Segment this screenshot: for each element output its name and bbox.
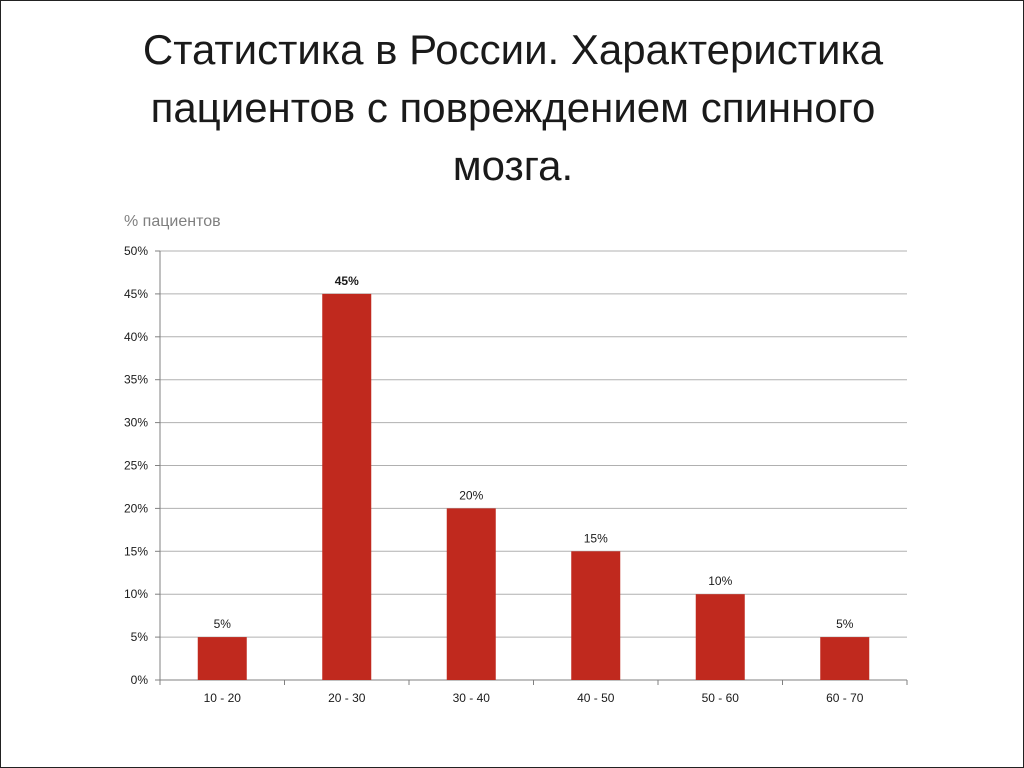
y-tick-label: 20%	[124, 501, 148, 515]
x-tick-label: 20 - 30	[328, 691, 366, 705]
data-label: 20%	[459, 488, 483, 502]
title-line-3: мозга.	[452, 142, 574, 189]
bar	[446, 508, 496, 680]
x-tick-label: 60 - 70	[826, 691, 864, 705]
y-axis-label: % пациентов	[124, 213, 221, 230]
x-tick-label: 40 - 50	[577, 691, 615, 705]
bar	[571, 551, 621, 680]
x-tick-label: 30 - 40	[453, 691, 491, 705]
x-tick-label: 50 - 60	[702, 691, 740, 705]
bar	[322, 293, 372, 680]
y-tick-label: 15%	[124, 544, 148, 558]
title-line-1: Статистика в России. Характеристика	[142, 26, 884, 73]
y-tick-label: 50%	[124, 244, 148, 258]
y-tick-label: 5%	[131, 630, 149, 644]
y-tick-label: 30%	[124, 416, 148, 430]
y-tick-label: 10%	[124, 587, 148, 601]
y-tick-label: 25%	[124, 459, 148, 473]
slide-title: Статистика в России. Характеристика паци…	[61, 21, 965, 195]
bar	[695, 594, 745, 680]
data-label: 15%	[584, 531, 608, 545]
bar	[197, 637, 247, 680]
data-label: 5%	[836, 617, 854, 631]
title-line-2: пациентов с повреждением спинного	[150, 84, 876, 131]
y-tick-label: 40%	[124, 330, 148, 344]
y-tick-label: 0%	[131, 673, 149, 687]
y-tick-label: 45%	[124, 287, 148, 301]
bar	[820, 637, 870, 680]
x-tick-label: 10 - 20	[204, 691, 242, 705]
data-label: 5%	[214, 617, 232, 631]
data-label: 45%	[335, 274, 359, 288]
data-label: 10%	[708, 574, 732, 588]
y-tick-label: 35%	[124, 373, 148, 387]
